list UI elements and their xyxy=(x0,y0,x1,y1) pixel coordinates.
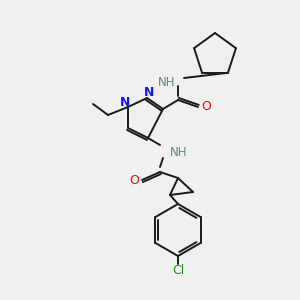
Text: Cl: Cl xyxy=(172,265,184,278)
Text: N: N xyxy=(144,86,154,100)
Text: NH: NH xyxy=(170,146,188,160)
Text: O: O xyxy=(129,173,139,187)
Text: O: O xyxy=(201,100,211,113)
Text: N: N xyxy=(120,95,130,109)
Text: NH: NH xyxy=(158,76,175,88)
